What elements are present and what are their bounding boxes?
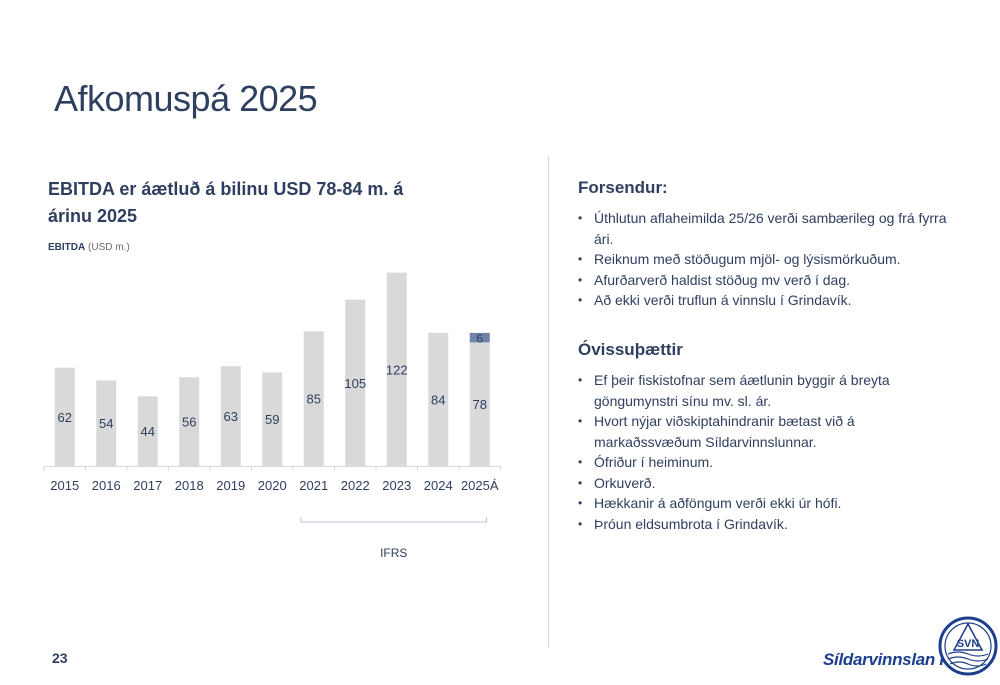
bar xyxy=(262,372,283,466)
bar xyxy=(345,299,366,466)
category-label: 2017 xyxy=(133,478,162,493)
assumptions-list: Úthlutun aflaheimilda 25/26 verði sambær… xyxy=(578,208,948,311)
uncertainty-item: Hvort nýjar viðskiptahindranir bætast vi… xyxy=(578,411,948,452)
uncertainty-item: Hækkanir á aðföngum verði ekki úr hófi. xyxy=(578,493,948,514)
data-label: 78 xyxy=(473,397,487,412)
bar xyxy=(54,367,75,466)
logo-text: SVN xyxy=(957,638,980,650)
category-label: 2020 xyxy=(258,478,287,493)
ebitda-bar-chart: 62 2015 54 2016 44 2017 56 2018 63 2019 59 2020 85 20… xyxy=(43,272,501,560)
data-label: 85 xyxy=(307,392,321,407)
bar xyxy=(469,332,490,343)
data-label: 63 xyxy=(224,409,238,424)
uncertainty-item: Ófriður í heiminum. xyxy=(578,452,948,473)
bar xyxy=(137,396,158,466)
category-label: 2022 xyxy=(341,478,370,493)
category-label: 2016 xyxy=(92,478,121,493)
category-label: 2025Á xyxy=(461,478,499,493)
category-label: 2015 xyxy=(50,478,79,493)
data-label: 59 xyxy=(265,412,279,427)
uncertainty-item: Orkuverð. xyxy=(578,473,948,494)
data-label: 105 xyxy=(344,376,366,391)
page-number: 23 xyxy=(52,650,68,666)
assumptions-heading: Forsendur: xyxy=(578,178,668,197)
chart-subtitle-unit: (USD m.) xyxy=(88,242,130,253)
brand-name: Síldarvinnslan hf xyxy=(823,650,955,669)
uncertainties-list: Ef þeir fiskistofnar sem áætlunin byggir… xyxy=(578,370,948,534)
uncertainty-item: Þróun eldsumbrota í Grindavík. xyxy=(578,514,948,535)
ifrs-bracket xyxy=(300,517,487,523)
data-label: 44 xyxy=(141,424,155,439)
assumption-item: Úthlutun aflaheimilda 25/26 verði sambær… xyxy=(578,208,948,249)
category-label: 2021 xyxy=(299,478,328,493)
category-label: 2018 xyxy=(175,478,204,493)
uncertainties-heading: Óvissuþættir xyxy=(578,340,683,359)
data-label: 56 xyxy=(182,415,196,430)
assumption-item: Reiknum með stöðugum mjöl- og lýsismörku… xyxy=(578,249,948,270)
data-label: 62 xyxy=(58,410,72,425)
data-label: 6 xyxy=(476,332,483,346)
bar xyxy=(428,332,449,466)
ifrs-label: IFRS xyxy=(380,546,407,560)
bar xyxy=(469,342,490,466)
bar xyxy=(386,272,407,466)
data-label: 122 xyxy=(386,362,408,377)
bar xyxy=(220,366,241,466)
column-divider xyxy=(548,156,549,648)
slide-title: Afkomuspá 2025 xyxy=(54,78,318,119)
bar xyxy=(303,331,324,466)
category-label: 2023 xyxy=(382,478,411,493)
chart-subtitle: EBITDA (USD m.) xyxy=(48,242,130,253)
uncertainty-item: Ef þeir fiskistofnar sem áætlunin byggir… xyxy=(578,370,948,411)
assumption-item: Afurðarverð haldist stöðug mv verð í dag… xyxy=(578,270,948,291)
svn-logo: SVN xyxy=(938,616,998,676)
chart-subtitle-metric: EBITDA xyxy=(48,242,86,253)
assumption-item: Að ekki verði truflun á vinnslu í Grinda… xyxy=(578,290,948,311)
data-label: 54 xyxy=(99,416,113,431)
data-label: 84 xyxy=(431,392,445,407)
category-label: 2024 xyxy=(424,478,453,493)
bar xyxy=(96,380,117,466)
chart-heading: EBITDA er áætluð á bilinu USD 78-84 m. á… xyxy=(48,179,404,226)
category-label: 2019 xyxy=(216,478,245,493)
bar xyxy=(179,377,200,466)
